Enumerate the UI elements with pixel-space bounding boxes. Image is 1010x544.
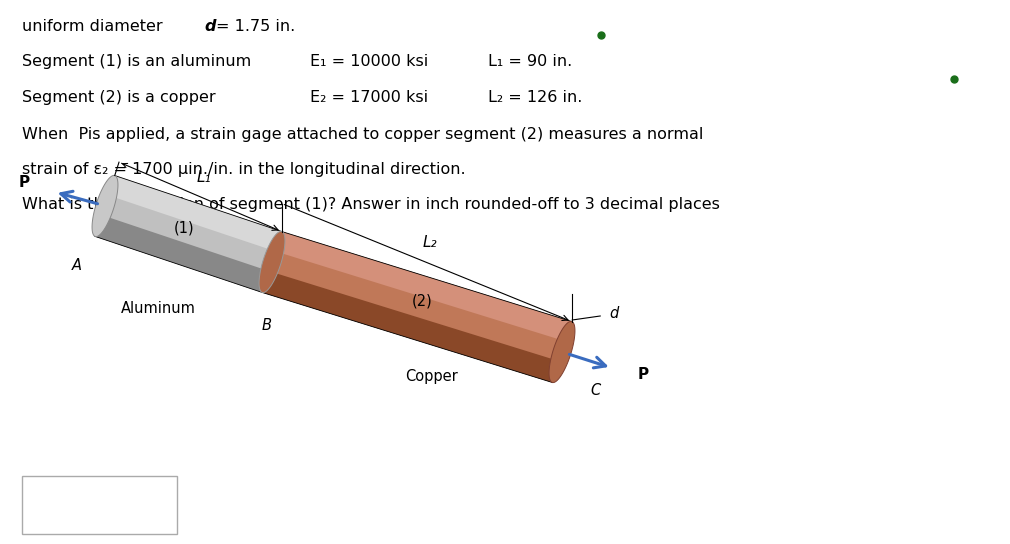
- Polygon shape: [92, 175, 118, 237]
- Text: (1): (1): [174, 220, 195, 236]
- Text: When  Pis applied, a strain gage attached to copper segment (2) measures a norma: When Pis applied, a strain gage attached…: [22, 127, 703, 142]
- Text: P: P: [18, 175, 29, 190]
- Text: Copper: Copper: [406, 369, 459, 385]
- Polygon shape: [276, 231, 572, 341]
- Text: C: C: [590, 383, 601, 398]
- Text: uniform diameter: uniform diameter: [22, 19, 173, 34]
- Text: A: A: [72, 258, 82, 274]
- FancyBboxPatch shape: [22, 476, 177, 534]
- Text: d: d: [204, 19, 215, 34]
- Polygon shape: [549, 322, 575, 382]
- Polygon shape: [263, 271, 560, 382]
- Text: d: d: [610, 306, 619, 322]
- Polygon shape: [259, 231, 285, 293]
- Text: strain of ε₂ = 1700 μin./in. in the longitudinal direction.: strain of ε₂ = 1700 μin./in. in the long…: [22, 162, 466, 177]
- Text: L₂ = 126 in.: L₂ = 126 in.: [488, 90, 583, 105]
- Polygon shape: [95, 176, 282, 292]
- Text: = 1.75 in.: = 1.75 in.: [216, 19, 295, 34]
- Text: B: B: [262, 318, 272, 333]
- Text: L₂: L₂: [422, 236, 437, 250]
- Text: Aluminum: Aluminum: [121, 300, 196, 316]
- Polygon shape: [263, 231, 572, 382]
- Text: (2): (2): [412, 294, 432, 308]
- Text: What is the elongation of segment (1)? Answer in inch rounded-off to 3 decimal p: What is the elongation of segment (1)? A…: [22, 197, 720, 212]
- Text: P: P: [637, 367, 648, 382]
- Text: Segment (2) is a copper: Segment (2) is a copper: [22, 90, 215, 105]
- Text: L₁: L₁: [196, 170, 211, 185]
- Text: L₁ = 90 in.: L₁ = 90 in.: [488, 54, 573, 69]
- Text: E₂ = 17000 ksi: E₂ = 17000 ksi: [310, 90, 428, 105]
- Polygon shape: [95, 215, 269, 292]
- Polygon shape: [108, 176, 282, 251]
- Text: E₁ = 10000 ksi: E₁ = 10000 ksi: [310, 54, 428, 69]
- Text: Segment (1) is an aluminum: Segment (1) is an aluminum: [22, 54, 251, 69]
